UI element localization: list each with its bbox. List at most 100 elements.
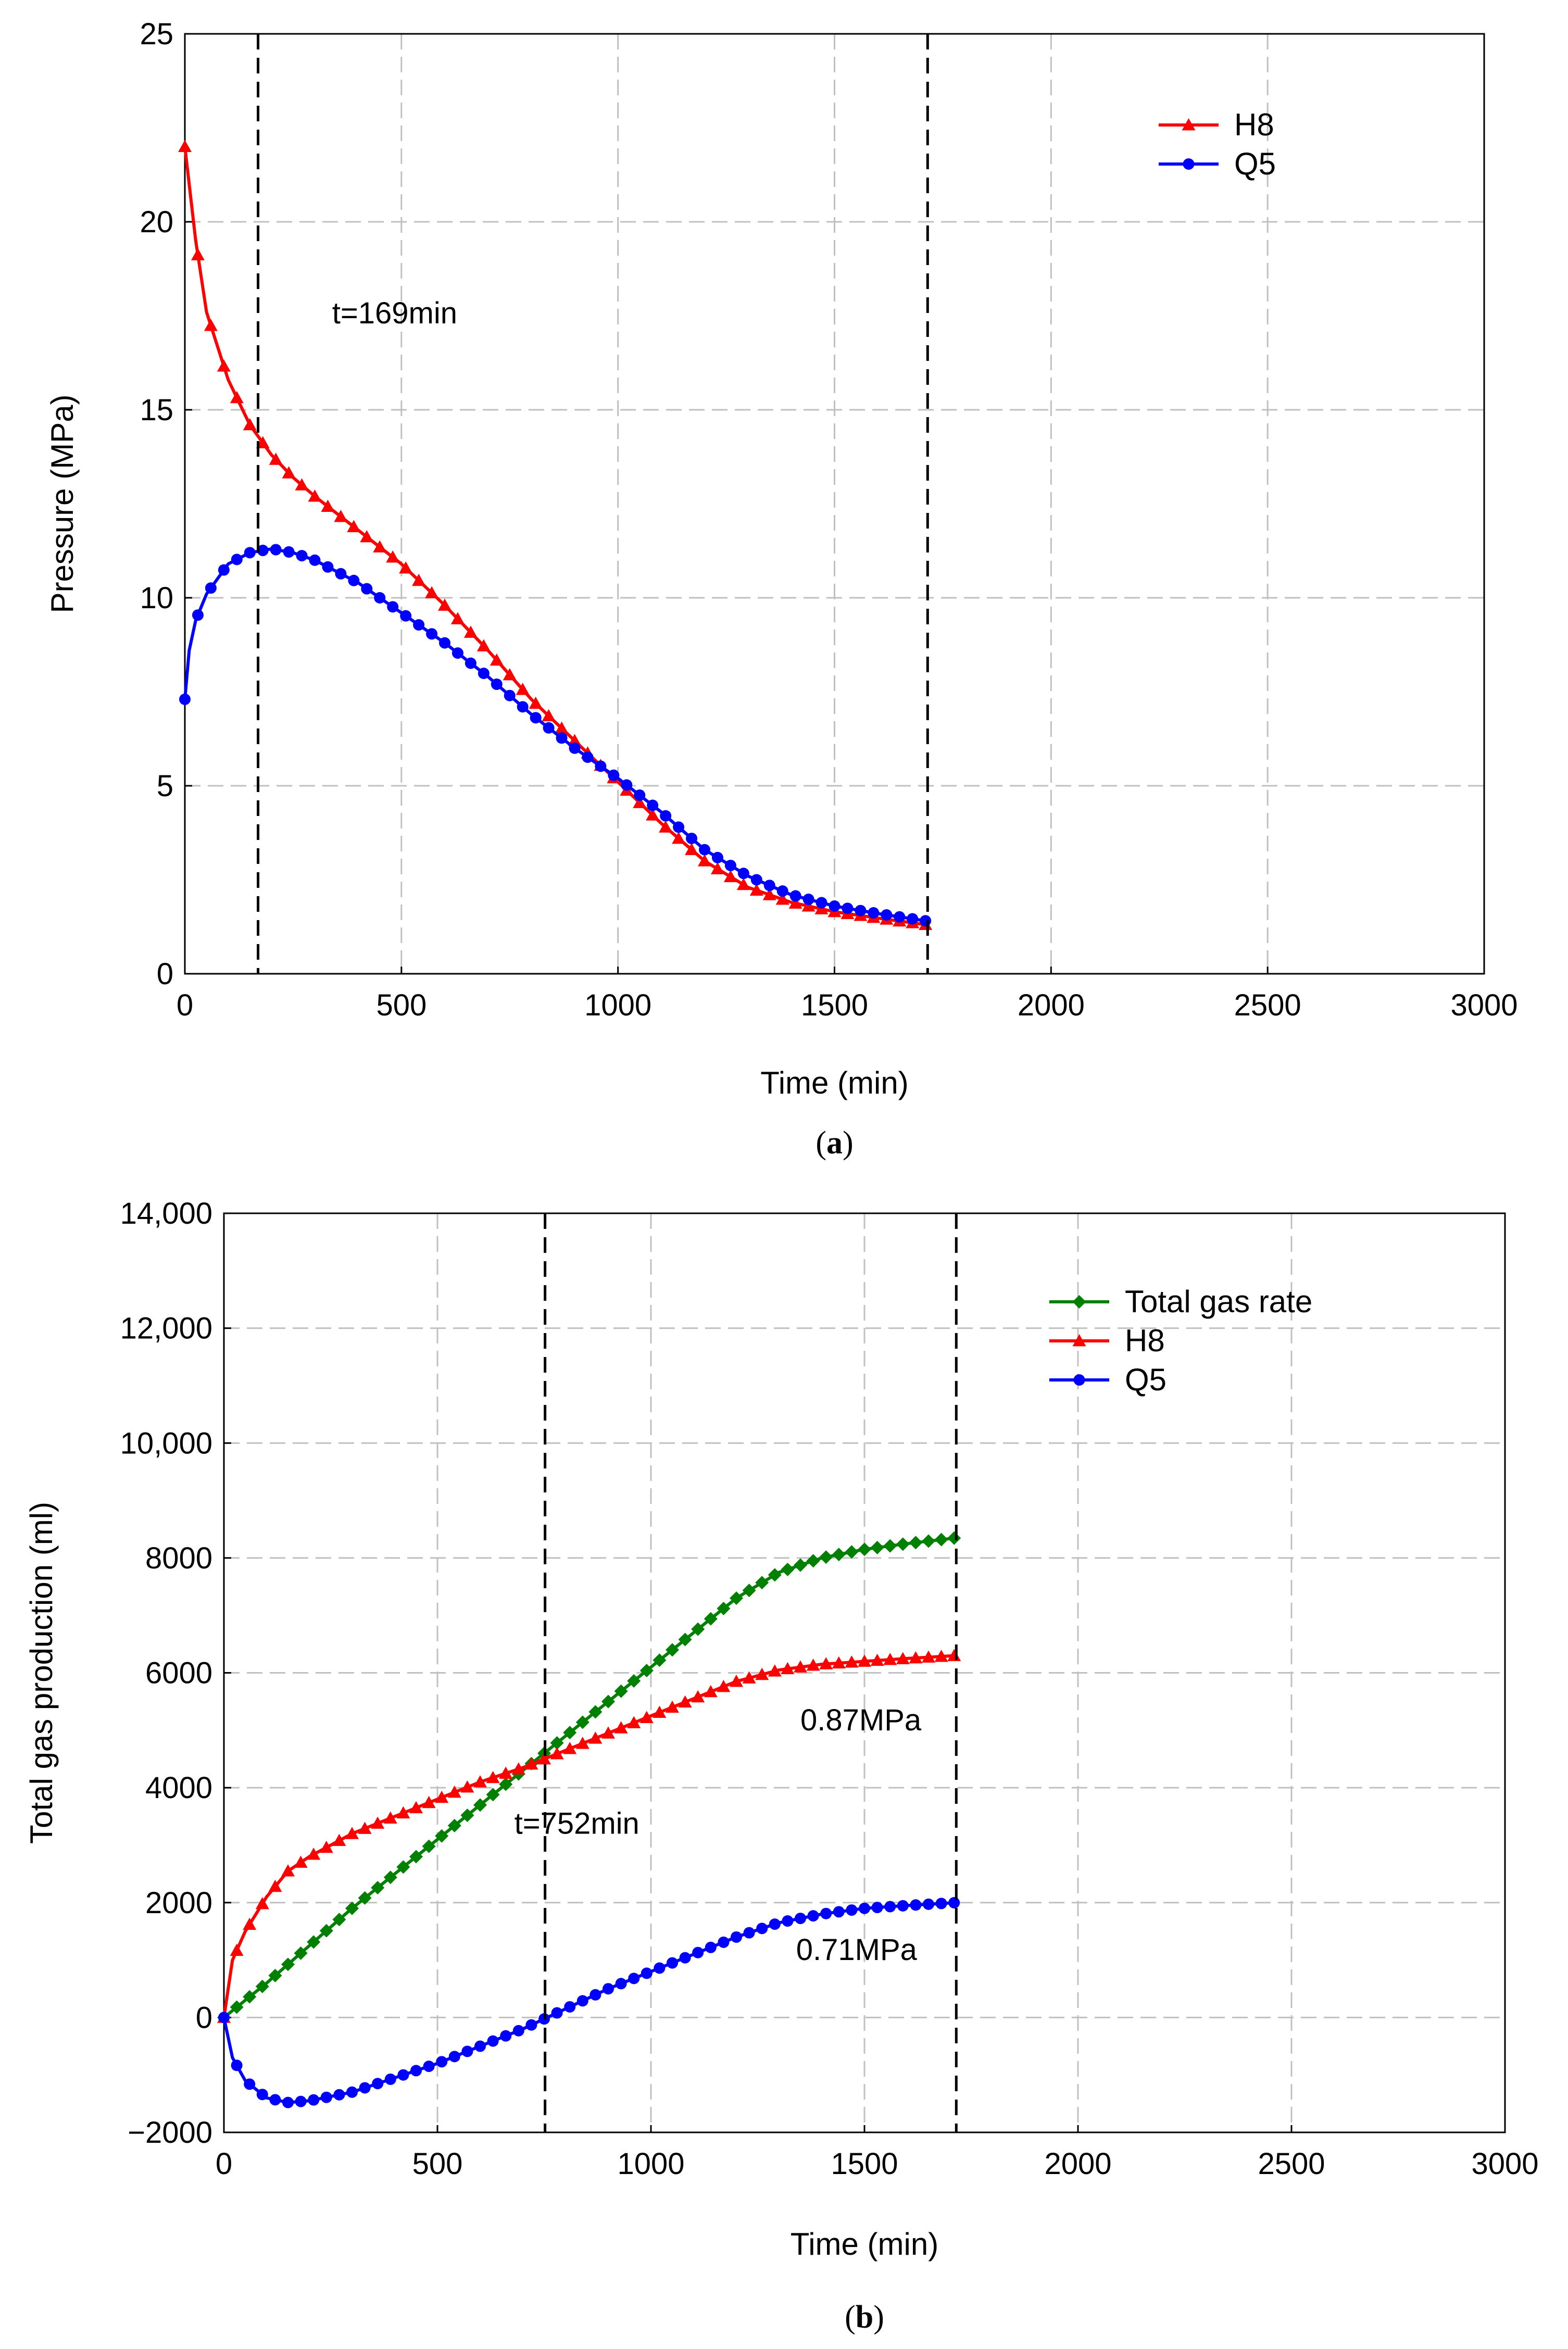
data-point <box>647 799 659 811</box>
data-point <box>691 1622 705 1636</box>
data-point <box>256 436 270 448</box>
data-point <box>699 844 710 856</box>
data-point <box>268 1968 282 1982</box>
data-point <box>499 1766 513 1779</box>
data-point <box>731 1931 742 1943</box>
data-point <box>270 544 282 556</box>
data-point <box>563 1742 577 1754</box>
data-point <box>776 885 788 897</box>
y-tick-label: 15 <box>140 393 173 427</box>
data-point <box>947 1531 961 1545</box>
data-point <box>413 619 425 631</box>
series-line <box>183 547 928 923</box>
x-tick-label: 1500 <box>801 988 868 1022</box>
data-point <box>666 1643 679 1657</box>
data-point <box>397 2069 409 2081</box>
data-point <box>781 1562 795 1576</box>
data-point <box>192 609 204 621</box>
data-point <box>568 734 582 746</box>
data-point <box>678 1695 692 1708</box>
data-point <box>319 1924 333 1938</box>
data-point <box>447 1818 461 1832</box>
data-point <box>575 1715 589 1729</box>
data-point <box>730 1675 743 1687</box>
panel-label-letter: b <box>856 2300 873 2335</box>
data-point <box>231 554 243 566</box>
data-point <box>832 1548 846 1562</box>
series-h8 <box>178 140 933 930</box>
data-point <box>307 1935 321 1949</box>
data-point <box>499 1777 513 1791</box>
data-point <box>204 319 218 331</box>
data-point <box>244 2078 256 2090</box>
panel-label-open-paren: ( <box>816 1125 826 1161</box>
data-point <box>409 1801 423 1814</box>
data-point <box>768 1568 782 1582</box>
data-point <box>842 902 854 914</box>
data-point <box>685 843 699 856</box>
data-point <box>386 550 400 563</box>
y-tick-label: 25 <box>140 17 173 51</box>
data-point <box>859 1902 870 1914</box>
annotation-label: t=169min <box>332 296 457 330</box>
y-axis-label: Pressure (MPa) <box>45 394 80 613</box>
data-point <box>345 1901 359 1915</box>
y-tick-label: 0 <box>196 2001 212 2034</box>
data-point <box>451 647 463 659</box>
data-point <box>435 1790 449 1803</box>
data-point <box>896 1652 910 1664</box>
data-point <box>845 1545 859 1559</box>
data-point <box>588 1731 603 1744</box>
data-point <box>371 1881 385 1895</box>
data-point <box>692 1946 704 1958</box>
legend-marker <box>1072 1295 1086 1309</box>
data-point <box>769 1918 781 1930</box>
data-point <box>334 510 348 522</box>
data-point <box>582 751 594 763</box>
data-point <box>704 1685 718 1698</box>
legend-label: Q5 <box>1234 146 1276 181</box>
data-point <box>698 854 711 866</box>
data-point <box>465 657 476 669</box>
data-point <box>218 564 230 576</box>
data-point <box>256 2089 268 2101</box>
data-point <box>666 1700 679 1713</box>
data-point <box>374 592 386 604</box>
data-point <box>806 1659 820 1671</box>
data-point <box>179 693 191 705</box>
panel-a-plot: 0 500 1000 1500 2000 2500 3000 0 5 10 15 20 25 Time (… <box>45 17 1518 1161</box>
data-point <box>491 679 503 690</box>
data-point <box>230 1943 244 1956</box>
data-point <box>870 1653 884 1666</box>
data-point <box>255 1896 269 1910</box>
data-point <box>396 1860 410 1874</box>
data-point <box>524 1757 538 1770</box>
data-point <box>463 625 478 638</box>
data-point <box>920 915 932 927</box>
legend-marker <box>1072 1334 1086 1347</box>
data-point <box>569 742 581 754</box>
data-point <box>907 913 919 925</box>
y-tick-label: 14,000 <box>120 1197 212 1230</box>
data-point <box>717 1601 731 1615</box>
data-point <box>910 1899 922 1911</box>
x-tick-label: 2500 <box>1234 988 1301 1022</box>
data-point <box>320 2091 332 2103</box>
data-point <box>884 1901 896 1913</box>
data-point <box>742 1671 756 1684</box>
data-point <box>909 1536 923 1550</box>
data-point <box>321 499 335 512</box>
data-point <box>425 586 439 599</box>
series-q5 <box>179 544 932 927</box>
data-point <box>781 1662 795 1675</box>
data-point <box>660 810 672 822</box>
x-tick-label: 500 <box>412 2147 463 2181</box>
data-point <box>307 1848 321 1860</box>
data-point <box>529 696 543 709</box>
data-point <box>516 683 530 695</box>
data-point <box>832 1656 846 1669</box>
data-point <box>672 832 686 844</box>
data-point <box>659 820 673 833</box>
data-point <box>667 1957 678 1969</box>
